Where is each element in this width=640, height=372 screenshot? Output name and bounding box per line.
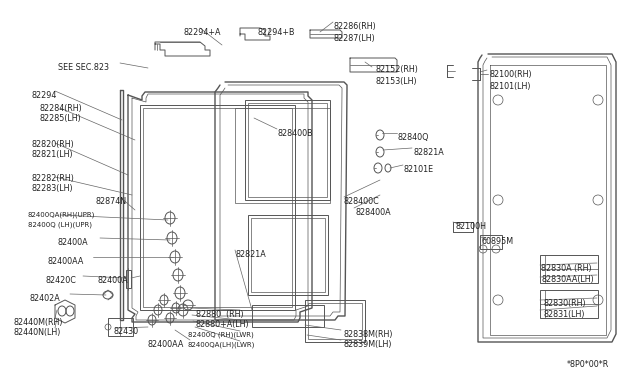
Text: 82282(RH): 82282(RH) [32,174,75,183]
Text: SEE SEC.823: SEE SEC.823 [58,63,109,72]
Text: 82821A: 82821A [236,250,267,259]
Text: 82283(LH): 82283(LH) [32,184,74,193]
Text: 82400A: 82400A [98,276,129,285]
Text: 82285(LH): 82285(LH) [40,114,82,123]
Text: 82838M(RH): 82838M(RH) [344,330,394,339]
Text: 82100(RH): 82100(RH) [490,70,532,79]
Text: 82294+A: 82294+A [183,28,221,37]
Text: 82286(RH): 82286(RH) [334,22,377,31]
Text: 828400B: 828400B [278,129,314,138]
Text: 82284(RH): 82284(RH) [40,104,83,113]
Text: 82830A (RH): 82830A (RH) [541,264,591,273]
Text: 82839M(LH): 82839M(LH) [344,340,392,349]
Text: 82400AA: 82400AA [47,257,83,266]
Text: 82100H: 82100H [456,222,487,231]
Text: 82101(LH): 82101(LH) [490,82,531,91]
Text: 82440M(RH): 82440M(RH) [14,318,63,327]
Text: 82831(LH): 82831(LH) [543,310,584,319]
Text: 82400Q (RH)(LWR): 82400Q (RH)(LWR) [188,331,253,337]
Text: 82400AA: 82400AA [147,340,184,349]
Text: 82153(LH): 82153(LH) [375,77,417,86]
Text: 82830(RH): 82830(RH) [543,299,586,308]
Text: 82152(RH): 82152(RH) [375,65,418,74]
Text: 828400A: 828400A [355,208,390,217]
Text: 82400A: 82400A [57,238,88,247]
Text: 82294+B: 82294+B [257,28,294,37]
Text: 82840Q: 82840Q [398,133,429,142]
Text: 82880+A(LH): 82880+A(LH) [196,320,250,329]
Text: 82420C: 82420C [45,276,76,285]
Text: 82294: 82294 [32,91,58,100]
Text: 82440N(LH): 82440N(LH) [14,328,61,337]
Text: 82101E: 82101E [404,165,434,174]
Text: 82430: 82430 [114,327,139,336]
Text: 82402A: 82402A [30,294,61,303]
Text: 60895M: 60895M [482,237,514,246]
Text: 82400QA(LH)(LWR): 82400QA(LH)(LWR) [188,341,255,347]
Text: 82400Q (LH)(UPR): 82400Q (LH)(UPR) [28,222,92,228]
Text: 82821A: 82821A [413,148,444,157]
Text: *8P0*00*R: *8P0*00*R [567,360,609,369]
Text: 82400QA(RH)(UPR): 82400QA(RH)(UPR) [28,212,95,218]
Text: 82830AA(LH): 82830AA(LH) [541,275,594,284]
Text: 82287(LH): 82287(LH) [334,34,376,43]
Text: 828400C: 828400C [344,197,380,206]
Text: 82820(RH): 82820(RH) [32,140,75,149]
Text: 82821(LH): 82821(LH) [32,150,74,159]
Text: 82880  (RH): 82880 (RH) [196,310,244,319]
Text: 82874N: 82874N [95,197,126,206]
